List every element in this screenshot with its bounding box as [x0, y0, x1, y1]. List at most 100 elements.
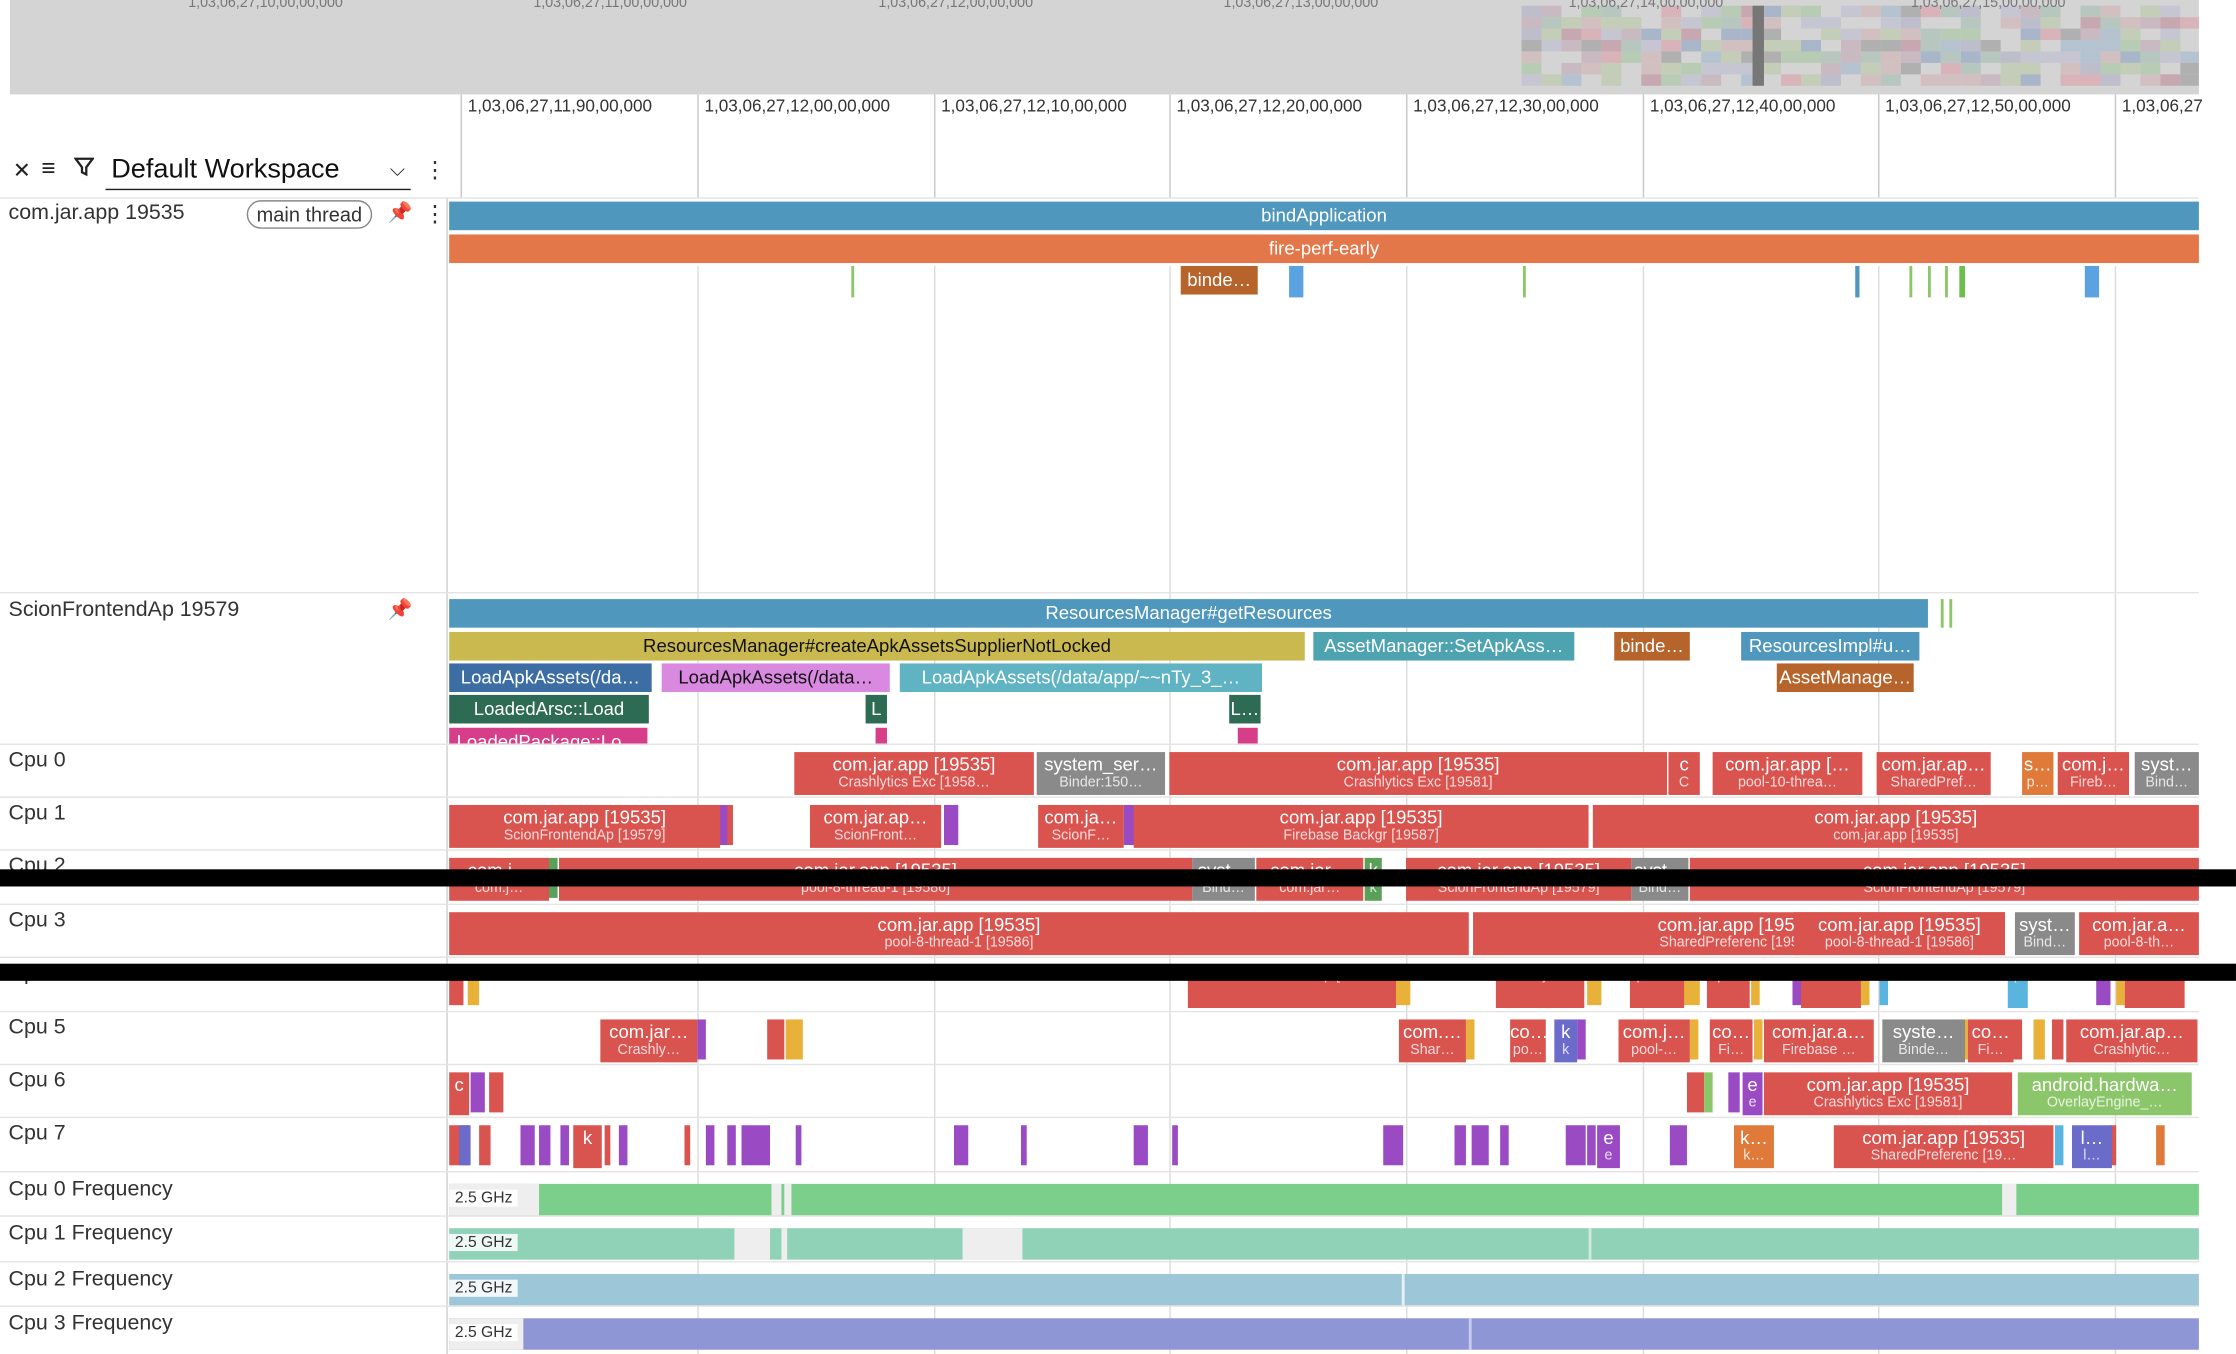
cpu-slice[interactable]: com.jar.app [… pool-10-threa…: [1712, 752, 1863, 795]
slice-getResources[interactable]: ResourcesManager#getResources: [449, 599, 1928, 628]
timeline-overview[interactable]: 1,03,06,27,10,00,00,000 1,03,06,27,11,00…: [9, 0, 2199, 95]
cpu-slice[interactable]: com.jar.app [19535] Crashlytics Exc [1958…: [1169, 752, 1667, 795]
cpu-mini-slice[interactable]: [1021, 1125, 1027, 1166]
cpu-slice[interactable]: k… k…: [1734, 1125, 1774, 1169]
cpu-slice[interactable]: com.jar.app [19535] com.jar.app [19535]: [1592, 804, 2199, 848]
cpu-mini-slice[interactable]: [1587, 1125, 1596, 1166]
cpu-mini-slice[interactable]: [697, 1019, 706, 1060]
cpu-mini-slice[interactable]: [2033, 1019, 2045, 1060]
sort-icon[interactable]: ≡: [41, 154, 56, 182]
track-menu-icon[interactable]: ⋮: [423, 203, 447, 228]
freq-bar[interactable]: [449, 1228, 2199, 1260]
cpu-slice[interactable]: com.… Shar…: [1398, 1019, 1466, 1063]
slice-L-2[interactable]: L…: [1229, 694, 1261, 724]
cpu-slice[interactable]: com.jar.app [19535]pool-8-thread-1 [1958…: [449, 912, 1469, 956]
cpu-slice[interactable]: syste… Binde…: [1882, 1019, 1966, 1063]
slice-L-1[interactable]: L: [865, 694, 887, 724]
slice-LoadApkAssets-2[interactable]: LoadApkAssets(/data…: [661, 663, 890, 693]
cpu-mini-slice[interactable]: [705, 1125, 715, 1166]
cpu-slice[interactable]: syst…Bind…: [2014, 912, 2075, 956]
cpu-mini-slice[interactable]: [2052, 1019, 2064, 1060]
slice-SetApkAssets[interactable]: AssetManager::SetApkAss…: [1313, 631, 1575, 661]
freq-bar[interactable]: [449, 1273, 2199, 1306]
cpu-mini-slice[interactable]: [741, 1125, 771, 1166]
cpu-mini-slice[interactable]: [727, 1125, 736, 1166]
freq-bar[interactable]: [449, 1318, 2199, 1350]
cpu-slice[interactable]: com.jar.app [19535]ScionFrontendAp [1957…: [449, 804, 721, 848]
cpu-slice[interactable]: com.ja… ScionF…: [1038, 804, 1124, 848]
cpu-slice[interactable]: co… Fi…: [1709, 1019, 1753, 1063]
cpu-slice[interactable]: com.j… pool-…: [1618, 1019, 1690, 1063]
cpu-mini-slice[interactable]: [2054, 1125, 2064, 1166]
freq-bar[interactable]: [449, 1183, 2199, 1216]
cpu-slice[interactable]: com.jar.app [19535]pool-8-thread-1 [1958…: [1793, 912, 2005, 956]
cpu-mini-slice[interactable]: [1669, 1125, 1687, 1166]
slice-bindApplication[interactable]: bindApplication: [449, 201, 2199, 231]
cpu-mini-slice[interactable]: [795, 1125, 802, 1166]
cpu-slice[interactable]: com.jar.ap… SharedPref…: [1876, 752, 1991, 795]
cpu-mini-slice[interactable]: [727, 804, 733, 846]
cpu-slice[interactable]: c: [449, 1072, 470, 1116]
cpu-mini-slice[interactable]: [944, 804, 959, 846]
cpu-mini-slice[interactable]: [1728, 1072, 1740, 1113]
cpu-slice[interactable]: com.jar.a… pool-8-th…: [2079, 912, 2199, 956]
cpu-slice[interactable]: com.jar.app [19535] Firebase Backgr [1958…: [1133, 804, 1589, 848]
cpu-mini-slice[interactable]: [953, 1125, 969, 1166]
cpu-slice[interactable]: com.jar… Crashly…: [600, 1019, 698, 1063]
slice-ResourcesImpl[interactable]: ResourcesImpl#u…: [1741, 631, 1920, 661]
cpu-mini-slice[interactable]: [560, 1125, 569, 1166]
slice-AssetManager[interactable]: AssetManage…: [1776, 663, 1914, 693]
cpu-mini-slice[interactable]: [520, 1125, 535, 1166]
cpu-mini-slice[interactable]: [1565, 1125, 1586, 1166]
slice-createApkAssetsSupplier[interactable]: ResourcesManager#createApkAssetsSupplier…: [449, 631, 1305, 661]
cpu-mini-slice[interactable]: [1751, 965, 1760, 1006]
slice-fire-perf-early[interactable]: fire-perf-early: [449, 234, 2199, 264]
cpu-mini-slice[interactable]: [2116, 965, 2125, 1006]
cpu-mini-slice[interactable]: [1454, 1125, 1466, 1166]
workspace-dropdown[interactable]: Default Workspace ⌵: [105, 152, 411, 191]
cpu-mini-slice[interactable]: [1500, 1125, 1509, 1166]
cpu-slice[interactable]: com.jar.a… Firebase …: [1763, 1019, 1874, 1063]
cpu-mini-slice[interactable]: [1792, 965, 1804, 1006]
cpu-mini-slice[interactable]: [1465, 1019, 1475, 1060]
cpu-mini-slice[interactable]: [489, 1072, 504, 1113]
cpu-slice[interactable]: android.hardwa… OverlayEngine_…: [2017, 1072, 2192, 1116]
cpu-mini-slice[interactable]: [1689, 1019, 1699, 1060]
cpu-slice[interactable]: com.jar.app [19535] SharedPreferenc [19…: [1833, 1125, 2054, 1169]
cpu-mini-slice[interactable]: [1471, 1125, 1489, 1166]
cpu-mini-slice[interactable]: [767, 1019, 785, 1060]
cpu-mini-slice[interactable]: [2013, 1019, 2023, 1060]
pin-icon[interactable]: 📌: [387, 597, 413, 621]
cpu-slice[interactable]: co… Fi…: [1967, 1019, 2014, 1063]
cpu-mini-slice[interactable]: [1753, 1019, 1763, 1060]
cpu-mini-slice[interactable]: [604, 1125, 611, 1166]
cpu-mini-slice[interactable]: [1879, 965, 1889, 1006]
slice-LoadedPackage[interactable]: LoadedPackage::Lo…: [449, 727, 648, 745]
cpu-mini-slice[interactable]: [618, 1125, 628, 1166]
cpu-mini-slice[interactable]: [1123, 804, 1136, 846]
cpu-slice[interactable]: com.jar.app [19535] Crashlytics Exc [1958…: [1763, 1072, 2013, 1116]
cpu-mini-slice[interactable]: [1133, 1125, 1148, 1166]
cpu-mini-slice[interactable]: [539, 1125, 551, 1166]
cpu-mini-slice[interactable]: [1577, 1019, 1586, 1060]
cpu-slice[interactable]: com.jar.ap… ScionFront…: [809, 804, 942, 848]
cpu-mini-slice[interactable]: [2110, 1125, 2117, 1166]
cpu-mini-slice[interactable]: [1172, 1125, 1178, 1166]
slice-LoadedArsc[interactable]: LoadedArsc::Load: [449, 694, 649, 724]
workspace-menu-icon[interactable]: ⋮: [423, 158, 447, 184]
cpu-slice[interactable]: com.jar.ap… Crashlytic…: [2066, 1019, 2198, 1063]
cpu-slice[interactable]: com.j… Fireb…: [2057, 752, 2130, 795]
pin-icon[interactable]: 📌: [387, 200, 413, 224]
slice-LoadApkAssets-3[interactable]: LoadApkAssets(/data/app/~~nTy_3_…: [899, 663, 1263, 693]
cpu-mini-slice[interactable]: [684, 1125, 691, 1166]
cpu-mini-slice[interactable]: [459, 1125, 471, 1166]
cpu-slice[interactable]: l… l…: [2071, 1125, 2112, 1169]
cpu-mini-slice[interactable]: [717, 804, 729, 846]
cpu-slice[interactable]: k: [573, 1125, 602, 1169]
cpu-mini-slice[interactable]: [1383, 1125, 1404, 1166]
cpu-mini-slice[interactable]: [479, 1125, 491, 1166]
